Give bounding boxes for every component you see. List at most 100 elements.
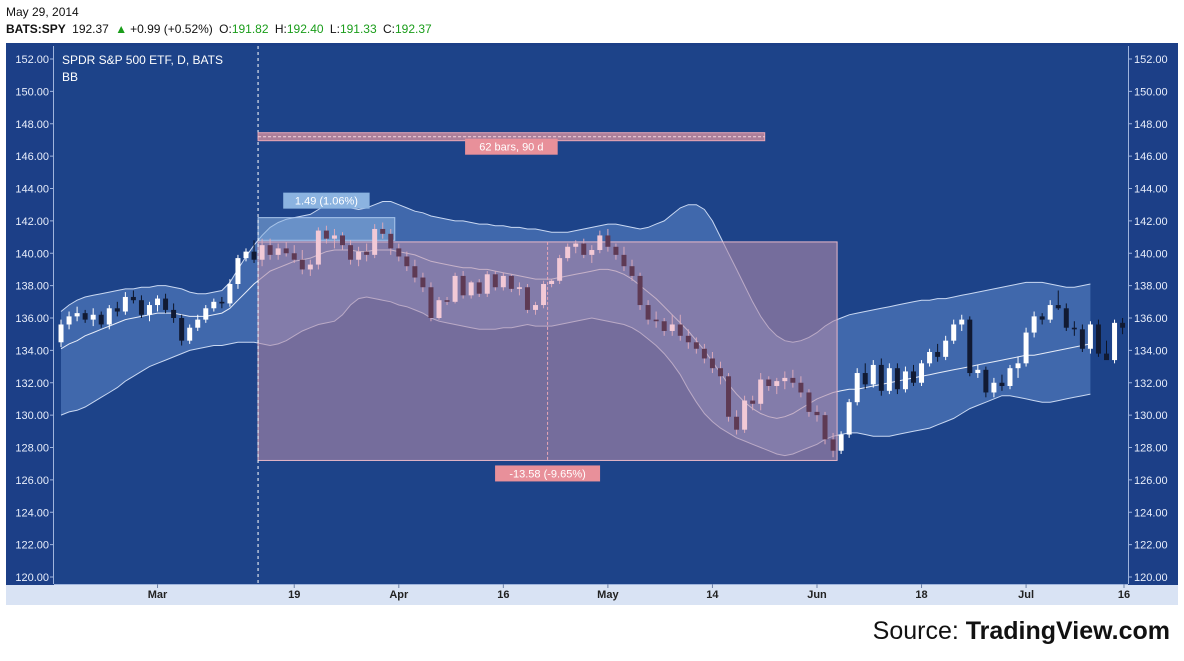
candle — [219, 296, 225, 309]
candle — [524, 284, 530, 314]
candle — [98, 311, 104, 328]
candle — [428, 282, 434, 322]
candle — [66, 311, 72, 330]
candle — [613, 243, 619, 260]
candle-body — [935, 351, 941, 357]
y-tick-label-right: 134.00 — [1134, 345, 1168, 357]
candle — [557, 254, 563, 285]
candle-body — [637, 275, 643, 306]
candle — [975, 364, 981, 378]
y-tick-label-right: 152.00 — [1134, 54, 1168, 66]
candle-body — [927, 351, 933, 364]
candle — [130, 290, 136, 304]
candle — [927, 348, 933, 367]
candle-body — [179, 318, 185, 341]
candle-body — [171, 309, 177, 318]
candle-body — [323, 230, 329, 239]
candle-body — [830, 439, 836, 451]
y-tick-label-left: 150.00 — [15, 86, 49, 98]
candle — [235, 254, 241, 289]
candle-body — [299, 259, 305, 270]
candle — [1015, 356, 1021, 378]
candle — [307, 259, 313, 276]
candle — [774, 377, 780, 395]
candle-body — [235, 258, 241, 285]
candle — [758, 373, 764, 411]
candle — [870, 360, 876, 388]
candle-body — [862, 373, 868, 385]
candle — [983, 366, 989, 398]
candle — [533, 301, 539, 315]
candle — [508, 274, 514, 293]
candle — [734, 410, 740, 435]
x-tick-label: 16 — [1118, 589, 1130, 601]
candle — [460, 271, 466, 299]
x-tick-label: Apr — [389, 589, 409, 601]
candle-body — [275, 248, 281, 255]
y-tick-label-right: 122.00 — [1134, 540, 1168, 552]
candle-body — [782, 377, 788, 382]
candle — [573, 240, 579, 254]
chart-title: SPDR S&P 500 ETF, D, BATS — [62, 53, 223, 67]
candle-body — [581, 243, 587, 255]
source-brand: TradingView.com — [965, 617, 1170, 645]
candle — [396, 243, 402, 262]
candle-body — [790, 377, 796, 383]
drop-measure-label-bg — [495, 465, 601, 482]
candle-body — [661, 321, 667, 331]
low-value: 191.33 — [339, 22, 377, 36]
candle — [935, 343, 941, 362]
y-tick-label-left: 124.00 — [15, 507, 49, 519]
candle — [1104, 340, 1109, 361]
candle-body — [436, 300, 442, 318]
candle-body — [605, 235, 611, 247]
candle-body — [533, 305, 539, 310]
candle — [919, 360, 925, 386]
candle — [444, 296, 450, 306]
candle-body — [267, 245, 273, 255]
candle-body — [452, 275, 458, 302]
y-tick-label-right: 144.00 — [1134, 184, 1168, 196]
candle-body — [1047, 305, 1053, 320]
bars-range-label-bg — [465, 138, 558, 155]
time-axis: Mar 19 Apr 16 May 14 Jun 18 Jul 16 — [148, 584, 1130, 601]
candle — [814, 405, 820, 422]
candle-body — [701, 348, 707, 359]
candle-body — [1087, 324, 1093, 349]
candle — [999, 374, 1005, 391]
candle-body — [388, 233, 394, 249]
indicator-label[interactable]: BB — [62, 70, 78, 84]
candle-body — [943, 340, 949, 357]
candle-body — [734, 416, 740, 430]
candle — [90, 308, 96, 327]
candle-body — [508, 275, 514, 289]
y-tick-label-right: 130.00 — [1134, 410, 1168, 422]
candle-body — [195, 319, 201, 328]
close-label: C: — [382, 22, 395, 36]
x-tick-label: 14 — [706, 589, 719, 601]
candle-body — [959, 319, 965, 325]
y-tick-label-right: 142.00 — [1134, 216, 1168, 228]
candle — [267, 238, 273, 260]
candle — [1047, 300, 1053, 323]
candle-body — [629, 266, 635, 276]
candle — [114, 301, 120, 317]
candle-body — [645, 305, 651, 320]
candle — [766, 376, 772, 391]
candle-body — [814, 411, 820, 416]
symbol-label[interactable]: BATS:SPY — [6, 22, 66, 36]
price-axis: 152.00 152.00 150.00 150.00 148.00 148.00 146.… — [15, 54, 1167, 584]
open-label: O: — [219, 22, 232, 36]
candle-body — [1007, 368, 1013, 386]
y-tick-label-left: 120.00 — [15, 572, 49, 584]
candle-body — [283, 248, 289, 254]
candle-body — [66, 316, 72, 325]
candle-body — [1055, 305, 1061, 309]
candle-body — [460, 275, 466, 296]
candle — [348, 240, 354, 265]
annotations: 62 bars, 90 d 1.49 (1.06%) -13.58 (-9.65%) — [257, 132, 766, 482]
candle-body — [983, 369, 989, 393]
candle — [726, 373, 732, 422]
candle-body — [589, 250, 595, 255]
